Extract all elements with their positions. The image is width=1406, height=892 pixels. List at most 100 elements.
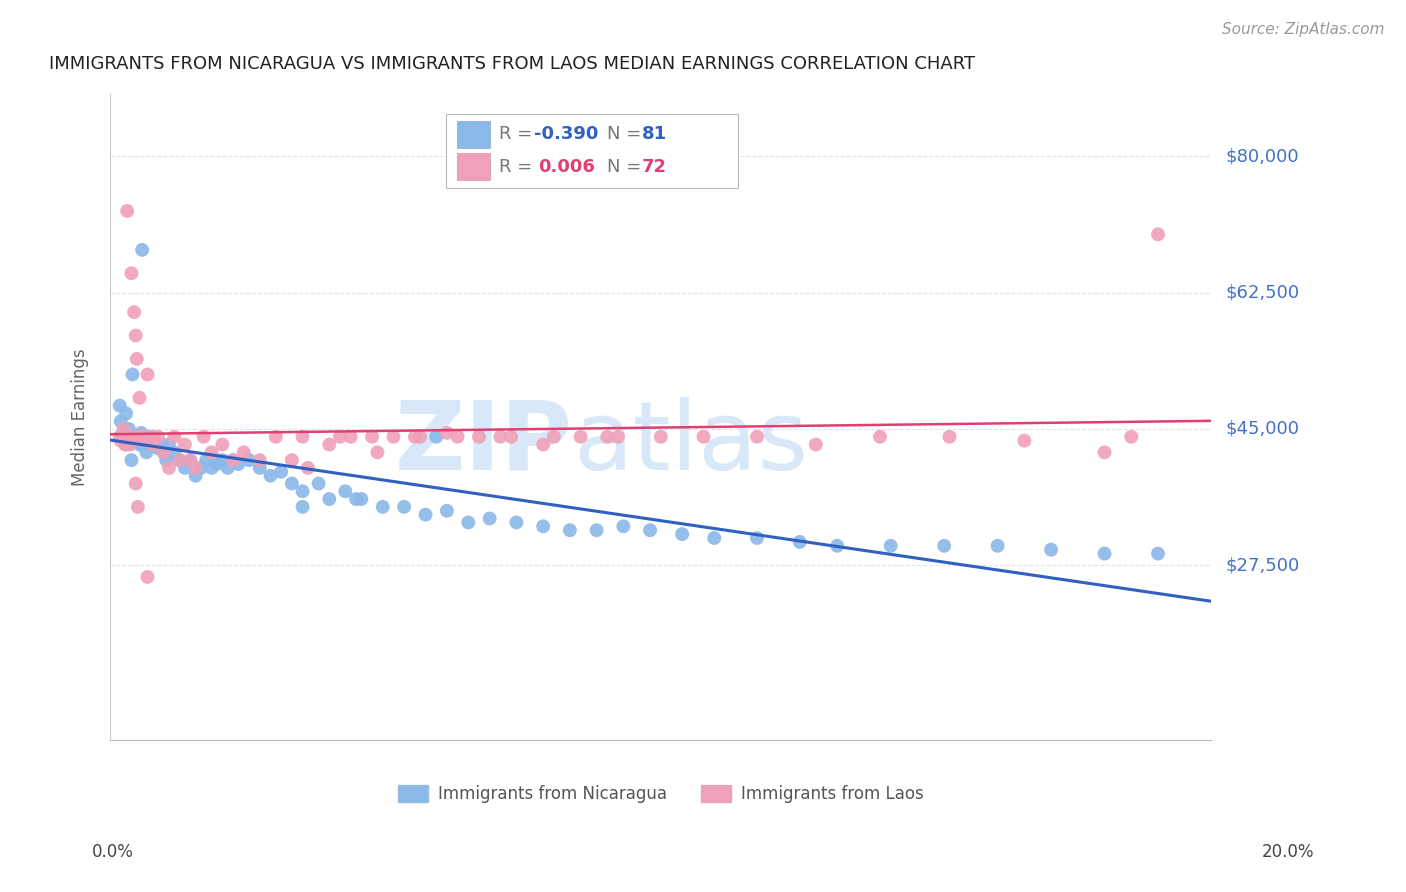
Point (585, 523, 607, 537)
Point (211, 437, 233, 451)
Point (344, 491, 367, 506)
Point (142, 430, 165, 444)
Point (110, 434, 132, 448)
Point (184, 468, 207, 483)
Point (120, 266, 142, 280)
Point (281, 476, 304, 491)
Point (108, 399, 131, 413)
Point (217, 461, 239, 475)
Point (122, 430, 145, 444)
Text: N =: N = (607, 125, 647, 144)
Point (148, 442, 170, 456)
FancyBboxPatch shape (457, 153, 491, 180)
Point (938, 430, 960, 444)
Point (125, 430, 148, 444)
Point (120, 437, 142, 451)
Text: $27,500: $27,500 (1226, 557, 1299, 574)
Point (222, 453, 245, 467)
Point (264, 430, 287, 444)
Point (409, 430, 432, 444)
Point (179, 453, 201, 467)
Point (139, 430, 162, 444)
FancyBboxPatch shape (446, 113, 738, 188)
Point (308, 476, 330, 491)
Point (1147, 227, 1170, 242)
Point (122, 430, 145, 444)
Text: 20.0%: 20.0% (1263, 843, 1315, 861)
Point (125, 328, 148, 343)
Point (569, 430, 592, 444)
Point (404, 430, 426, 444)
Point (134, 430, 156, 444)
Point (120, 434, 142, 448)
Point (238, 453, 260, 467)
Point (361, 430, 384, 444)
Point (152, 445, 174, 459)
Point (152, 445, 174, 459)
Point (122, 305, 145, 319)
Point (201, 461, 224, 475)
Point (148, 430, 170, 444)
Point (1147, 547, 1170, 561)
Point (505, 516, 527, 530)
Text: $80,000: $80,000 (1226, 147, 1299, 165)
Point (934, 539, 956, 553)
Point (131, 430, 153, 444)
Point (184, 461, 207, 475)
Point (869, 430, 891, 444)
Point (131, 437, 153, 451)
Point (136, 368, 159, 382)
Point (110, 414, 132, 428)
Point (205, 457, 228, 471)
Point (120, 430, 142, 444)
Point (127, 430, 149, 444)
Point (128, 430, 150, 444)
Point (879, 539, 901, 553)
Text: -0.390: -0.390 (534, 125, 599, 144)
Point (127, 500, 149, 514)
Point (145, 437, 167, 451)
Point (142, 437, 165, 451)
Point (149, 437, 172, 451)
Point (703, 531, 725, 545)
Point (135, 445, 157, 459)
Point (291, 500, 314, 514)
Y-axis label: Median Earnings: Median Earnings (72, 349, 89, 486)
Text: IMMIGRANTS FROM NICARAGUA VS IMMIGRANTS FROM LAOS MEDIAN EARNINGS CORRELATION CH: IMMIGRANTS FROM NICARAGUA VS IMMIGRANTS … (49, 55, 976, 73)
Point (131, 243, 153, 257)
Point (638, 523, 661, 537)
Point (382, 430, 405, 444)
Point (134, 430, 156, 444)
Point (531, 437, 554, 451)
Point (596, 430, 619, 444)
Text: 0.0%: 0.0% (91, 843, 134, 861)
Point (558, 523, 581, 537)
Point (190, 461, 212, 475)
Point (128, 391, 150, 405)
Point (179, 453, 201, 467)
Point (114, 437, 136, 451)
Point (174, 437, 197, 451)
Point (174, 461, 197, 475)
Point (804, 437, 827, 451)
Point (195, 453, 218, 467)
Point (111, 430, 134, 444)
Point (392, 500, 415, 514)
Point (1121, 430, 1143, 444)
Point (350, 491, 373, 506)
Point (671, 527, 693, 541)
Point (163, 430, 186, 444)
Point (201, 445, 224, 459)
Point (249, 461, 271, 475)
Point (114, 434, 136, 448)
Point (745, 430, 768, 444)
Text: atlas: atlas (572, 397, 808, 490)
Point (291, 430, 314, 444)
Point (125, 434, 148, 448)
Text: ZIP: ZIP (395, 397, 572, 490)
Point (259, 468, 281, 483)
Legend: Immigrants from Nicaragua, Immigrants from Laos: Immigrants from Nicaragua, Immigrants fr… (391, 778, 929, 810)
Point (155, 453, 177, 467)
Point (115, 437, 138, 451)
Point (121, 368, 143, 382)
